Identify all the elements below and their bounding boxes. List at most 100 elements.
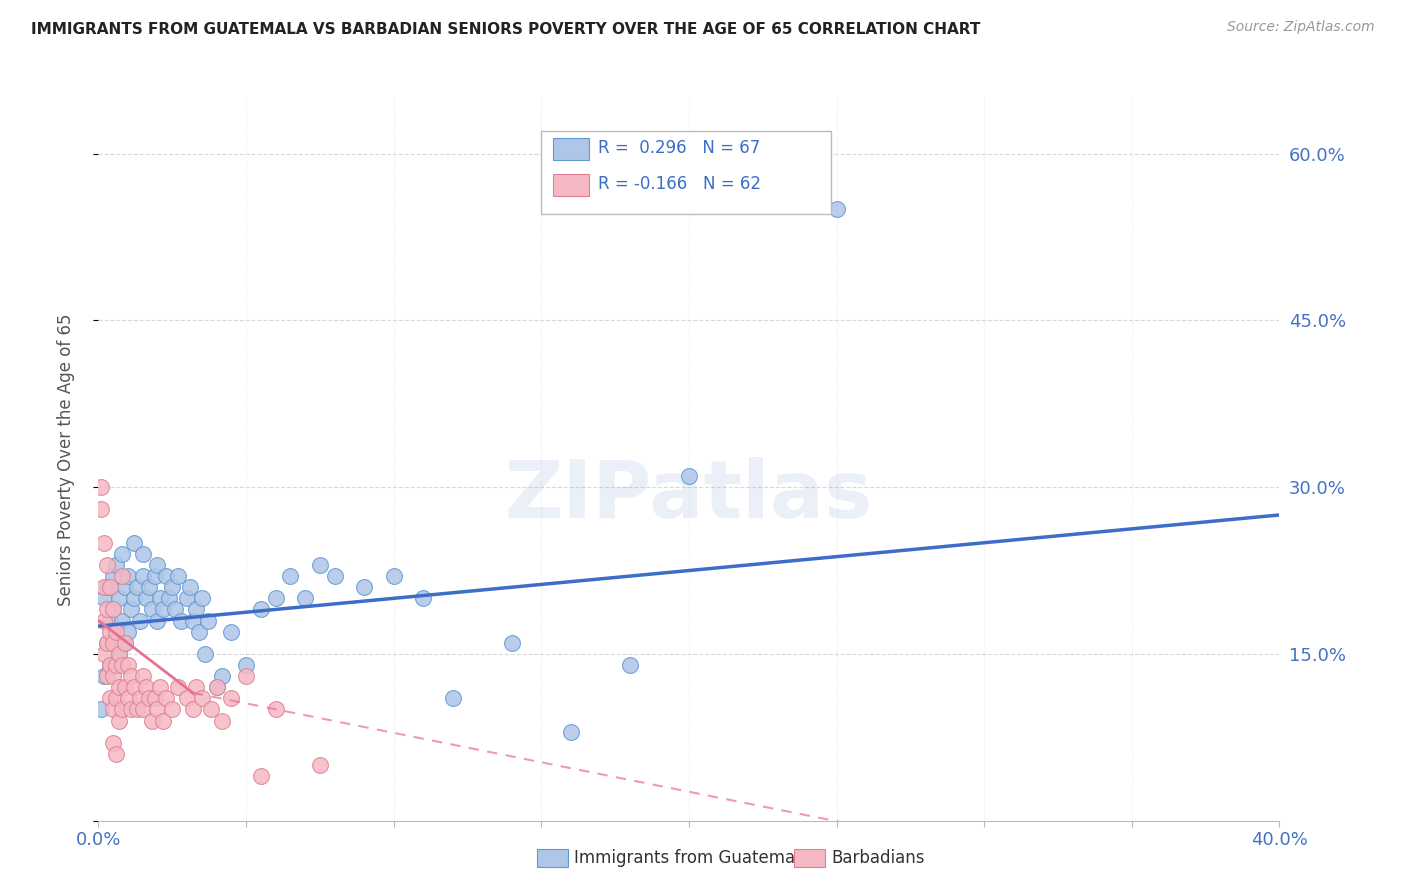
- Point: [108, 680, 131, 694]
- Point: [120, 702, 142, 716]
- Text: R =  0.296   N = 67: R = 0.296 N = 67: [598, 139, 761, 157]
- Point: [191, 691, 214, 706]
- Point: [111, 658, 134, 673]
- Point: [93, 580, 115, 594]
- Point: [412, 591, 434, 606]
- Point: [120, 602, 142, 616]
- Bar: [553, 174, 589, 195]
- Point: [111, 569, 134, 583]
- Point: [162, 702, 183, 716]
- Point: [155, 569, 177, 583]
- Point: [105, 558, 128, 572]
- Point: [143, 569, 166, 583]
- Point: [194, 647, 217, 661]
- Point: [250, 602, 273, 616]
- Point: [132, 702, 155, 716]
- Point: [122, 535, 145, 549]
- Point: [103, 569, 125, 583]
- Text: Immigrants from Guatemala: Immigrants from Guatemala: [574, 849, 810, 867]
- Point: [122, 591, 145, 606]
- Point: [235, 669, 257, 683]
- Point: [141, 602, 163, 616]
- Point: [264, 702, 287, 716]
- Point: [280, 569, 302, 583]
- Point: [111, 614, 134, 628]
- Point: [146, 614, 169, 628]
- Point: [132, 569, 155, 583]
- Point: [103, 602, 125, 616]
- Point: [108, 647, 131, 661]
- Point: [155, 691, 177, 706]
- Point: [111, 547, 134, 561]
- Point: [197, 614, 219, 628]
- Point: [125, 702, 148, 716]
- Point: [117, 691, 139, 706]
- Point: [501, 636, 523, 650]
- Point: [98, 580, 121, 594]
- Point: [98, 658, 121, 673]
- Y-axis label: Seniors Poverty Over the Age of 65: Seniors Poverty Over the Age of 65: [56, 313, 75, 606]
- Point: [96, 636, 118, 650]
- Point: [98, 614, 121, 628]
- Point: [678, 469, 700, 483]
- Point: [93, 669, 115, 683]
- Point: [146, 558, 169, 572]
- Point: [98, 691, 121, 706]
- Point: [211, 714, 233, 728]
- Point: [211, 669, 233, 683]
- Point: [382, 569, 405, 583]
- Point: [235, 658, 257, 673]
- Point: [165, 602, 187, 616]
- Point: [105, 691, 128, 706]
- Point: [90, 702, 112, 716]
- Point: [176, 591, 198, 606]
- Point: [181, 702, 204, 716]
- Point: [114, 680, 136, 694]
- Point: [103, 636, 125, 650]
- Point: [200, 702, 222, 716]
- Point: [250, 769, 273, 783]
- Point: [184, 680, 207, 694]
- Point: [441, 691, 464, 706]
- Point: [294, 591, 316, 606]
- Point: [191, 591, 214, 606]
- Point: [221, 691, 243, 706]
- FancyBboxPatch shape: [541, 130, 831, 214]
- Point: [825, 202, 848, 217]
- Point: [117, 569, 139, 583]
- Point: [138, 580, 160, 594]
- Point: [149, 591, 172, 606]
- Point: [167, 680, 190, 694]
- Point: [132, 547, 155, 561]
- Point: [108, 714, 131, 728]
- Point: [114, 636, 136, 650]
- Point: [117, 624, 139, 639]
- Point: [619, 658, 641, 673]
- Point: [93, 591, 115, 606]
- Point: [96, 558, 118, 572]
- Point: [105, 624, 128, 639]
- Point: [152, 602, 174, 616]
- Point: [105, 658, 128, 673]
- Point: [103, 669, 125, 683]
- Point: [138, 691, 160, 706]
- Point: [93, 614, 115, 628]
- Point: [105, 624, 128, 639]
- Point: [221, 624, 243, 639]
- Point: [117, 658, 139, 673]
- Point: [93, 647, 115, 661]
- Point: [125, 580, 148, 594]
- Point: [149, 680, 172, 694]
- Point: [90, 502, 112, 516]
- Point: [111, 702, 134, 716]
- Point: [146, 702, 169, 716]
- Point: [105, 747, 128, 761]
- Point: [135, 591, 157, 606]
- Point: [179, 580, 201, 594]
- Point: [103, 736, 125, 750]
- Point: [90, 480, 112, 494]
- Text: ZIPatlas: ZIPatlas: [505, 457, 873, 534]
- Point: [98, 624, 121, 639]
- Point: [96, 580, 118, 594]
- Point: [143, 691, 166, 706]
